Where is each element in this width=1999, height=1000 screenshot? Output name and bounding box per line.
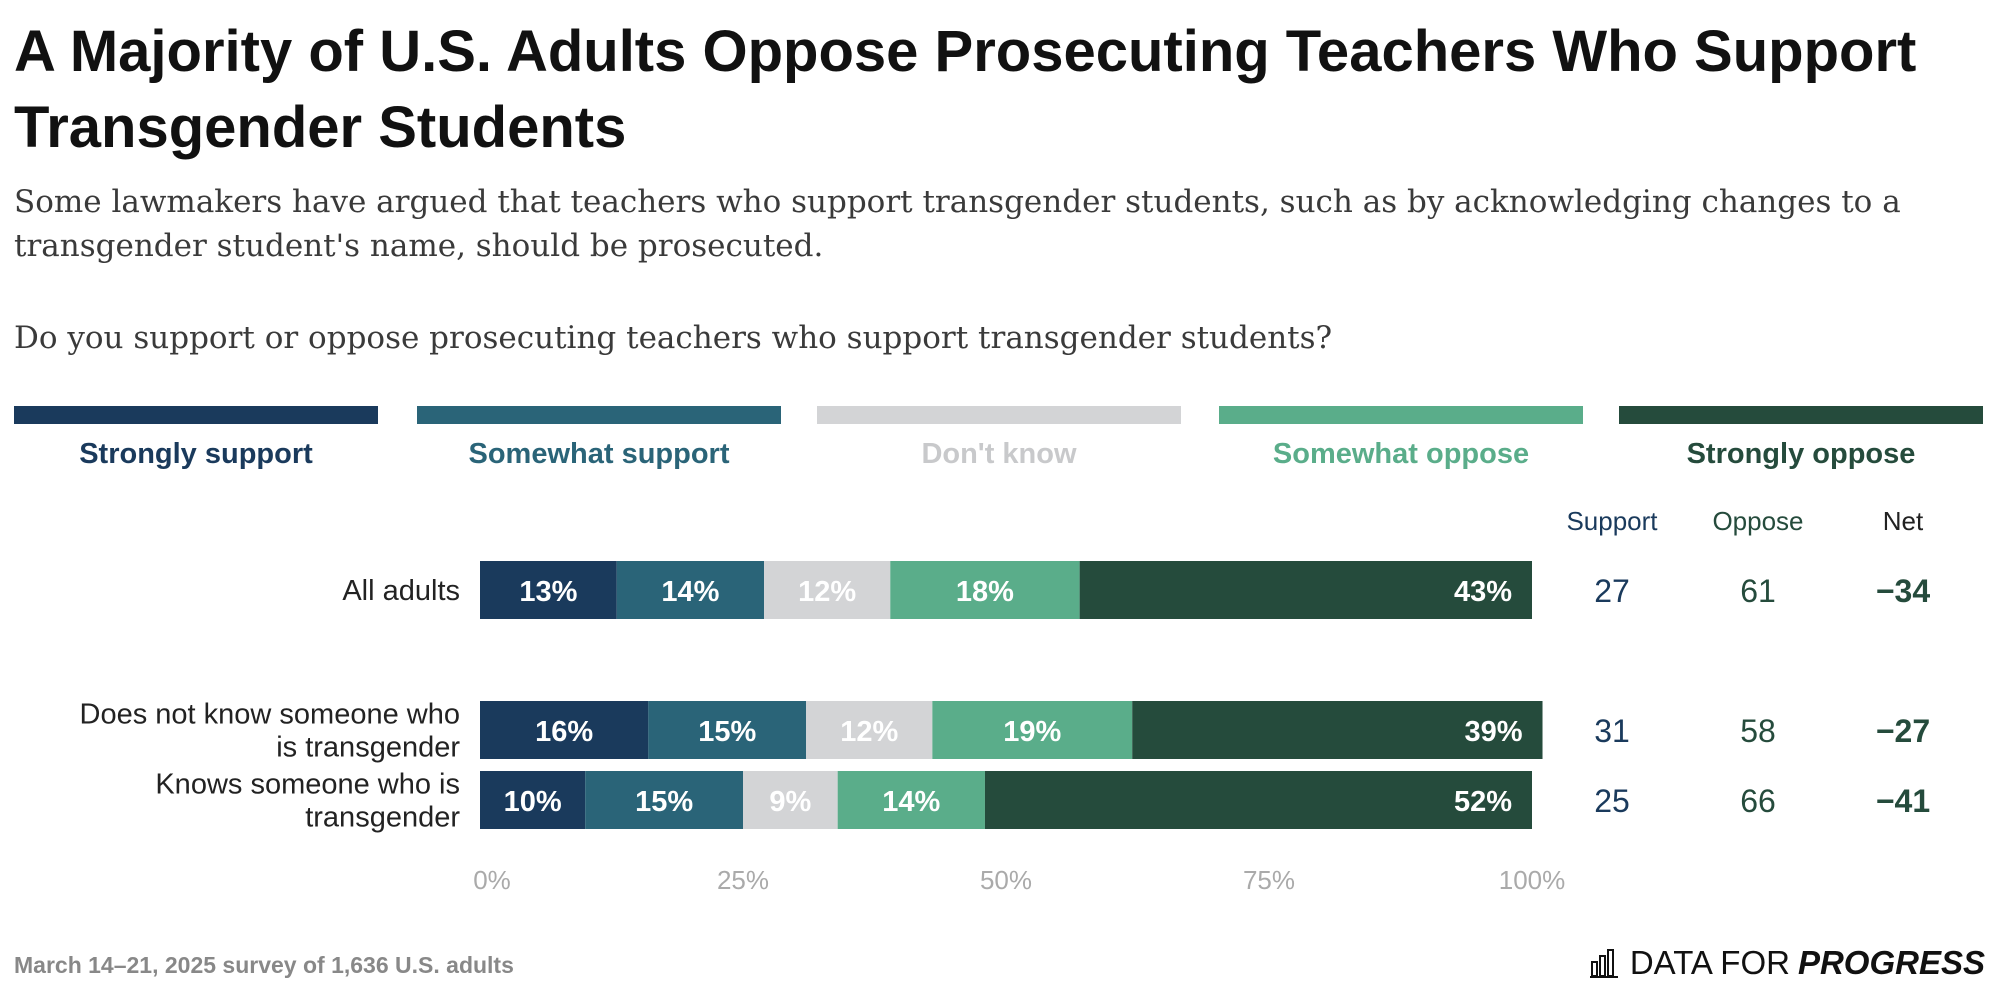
survey-footnote: March 14–21, 2025 survey of 1,636 U.S. a… [14, 952, 514, 978]
bar-segment [1132, 701, 1543, 759]
x-tick-label: 75% [1243, 865, 1295, 895]
bar-segment [984, 771, 1532, 829]
x-tick-label: 0% [473, 865, 511, 895]
bar-segment [1079, 561, 1532, 619]
bar-data-label: 14% [661, 576, 719, 608]
bar-segment [932, 701, 1133, 759]
legend-item-don-t-know: Don't know [817, 406, 1181, 471]
brand-text-bold: PROGRESS [1797, 944, 1985, 981]
legend-item-strongly-support: Strongly support [14, 406, 378, 471]
bar-segment [480, 561, 617, 619]
legend-swatch [14, 406, 378, 424]
summary-value: 27 [1594, 573, 1630, 609]
bar-segment [806, 701, 933, 759]
summary-value: 31 [1594, 713, 1630, 749]
legend-label: Don't know [921, 438, 1077, 470]
brand-logo: DATA FOR PROGRESS [1589, 944, 1985, 982]
x-tick-label: 50% [980, 865, 1032, 895]
category-label: is transgender [276, 732, 460, 764]
bar-data-label: 14% [882, 786, 940, 818]
bar-segment [837, 771, 985, 829]
bar-segment [743, 771, 838, 829]
legend-label: Somewhat oppose [1272, 438, 1530, 470]
legend-item-strongly-oppose: Strongly oppose [1619, 406, 1983, 471]
summary-value: 66 [1740, 783, 1776, 819]
bar-data-label: 19% [1003, 716, 1061, 748]
legend-swatch [817, 406, 1181, 424]
category-label: Does not know someone who [80, 699, 460, 731]
x-tick-label: 25% [717, 865, 769, 895]
bar-segment [890, 561, 1080, 619]
legend-item-somewhat-support: Somewhat support [417, 406, 781, 471]
legend-swatch [1619, 406, 1983, 424]
bar-data-label: 39% [1464, 716, 1522, 748]
category-label: transgender [305, 802, 460, 834]
bar-data-label: 52% [1454, 786, 1512, 818]
summary-header: Oppose [1712, 506, 1803, 536]
category-label: All adults [342, 575, 460, 607]
bar-data-label: 43% [1454, 576, 1512, 608]
bar-data-label: 18% [956, 576, 1014, 608]
bar-segment [648, 701, 807, 759]
bar-data-label: 15% [698, 716, 756, 748]
bar-data-label: 13% [519, 576, 577, 608]
summary-header: Net [1883, 506, 1924, 536]
bar-chart-icon [1589, 949, 1618, 978]
legend-label: Strongly oppose [1686, 438, 1916, 470]
summary-value: −41 [1876, 783, 1930, 819]
survey-question: Do you support or oppose prosecuting tea… [14, 320, 1333, 356]
legend-swatch [417, 406, 781, 424]
legend-label: Strongly support [79, 438, 313, 470]
chart-subtitle: Some lawmakers have argued that teachers… [14, 184, 1901, 264]
summary-value: −34 [1876, 573, 1930, 609]
bar-data-label: 10% [504, 786, 562, 818]
bar-segment [616, 561, 765, 619]
x-tick-label: 100% [1499, 865, 1566, 895]
bar-segment [585, 771, 743, 829]
summary-header: Support [1566, 506, 1658, 536]
bar-segment [480, 771, 586, 829]
chart-title: A Majority of U.S. Adults Oppose Prosecu… [14, 19, 1917, 160]
bar-data-label: 9% [769, 786, 811, 818]
bar-data-label: 12% [840, 716, 898, 748]
legend-item-somewhat-oppose: Somewhat oppose [1219, 406, 1583, 471]
summary-value: 25 [1594, 783, 1630, 819]
bar-segment [480, 701, 649, 759]
bar-segment [764, 561, 891, 619]
category-label: Knows someone who is [155, 769, 460, 801]
summary-value: 61 [1740, 573, 1776, 609]
brand-text: DATA FOR [1629, 944, 1790, 981]
legend-swatch [1219, 406, 1583, 424]
bar-data-label: 16% [535, 716, 593, 748]
summary-value: −27 [1876, 713, 1930, 749]
summary-value: 58 [1740, 713, 1776, 749]
legend-label: Somewhat support [468, 438, 730, 470]
bar-data-label: 12% [798, 576, 856, 608]
bar-data-label: 15% [635, 786, 693, 818]
